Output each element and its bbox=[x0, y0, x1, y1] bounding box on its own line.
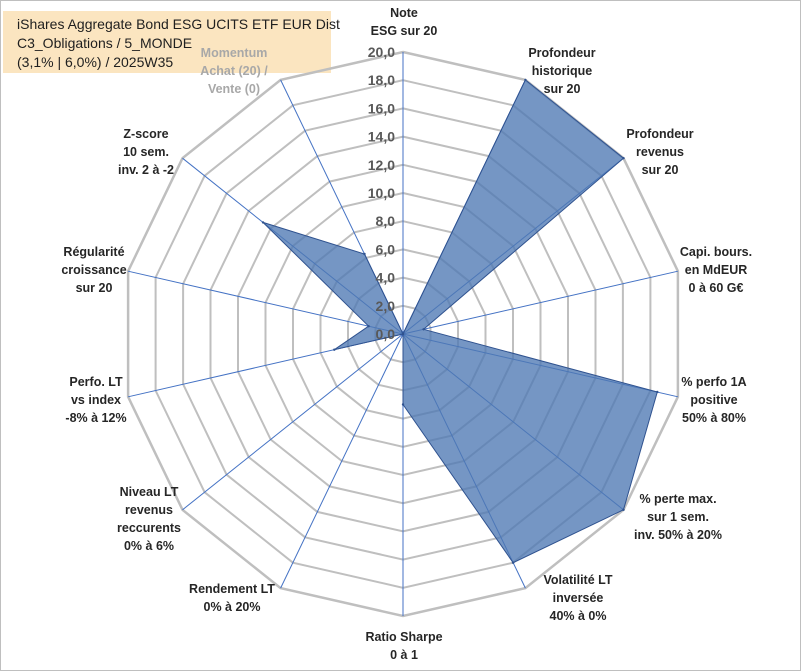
axis-label-10: Perfo. LT vs index -8% à 12% bbox=[65, 375, 126, 425]
axis-label-10-line-0: Perfo. LT bbox=[69, 375, 123, 389]
axis-label-11-line-2: sur 20 bbox=[76, 281, 113, 295]
tick-label-0: 0,0 bbox=[376, 326, 396, 342]
axis-label-6: Volatilité LT inversée 40% à 0% bbox=[544, 573, 613, 623]
tick-label-10: 20,0 bbox=[368, 44, 395, 60]
axis-label-3: Capi. bours. en MdEUR 0 à 60 G€ bbox=[680, 245, 752, 295]
spoke-8 bbox=[280, 333, 404, 589]
data-point-11 bbox=[367, 325, 370, 328]
series-area-0 bbox=[262, 79, 658, 564]
axis-label-13-line-1: Achat (20) / bbox=[200, 64, 268, 78]
title-line-stats: (3,1% | 6,0%) / 2025W35 bbox=[17, 54, 174, 70]
axis-label-1: Profondeur historique sur 20 bbox=[528, 46, 595, 96]
tick-label-3: 6,0 bbox=[376, 241, 396, 257]
axis-label-3-line-0: Capi. bours. bbox=[680, 245, 752, 259]
axis-label-13: Momentum Achat (20) / Vente (0) bbox=[200, 46, 268, 96]
tick-label-6: 12,0 bbox=[368, 157, 395, 173]
axis-label-9: Niveau LT revenus reccurents 0% à 6% bbox=[117, 485, 181, 553]
axis-label-11-line-1: croissance bbox=[61, 263, 126, 277]
axis-label-2-line-0: Profondeur bbox=[626, 127, 693, 141]
spoke-9 bbox=[182, 333, 404, 511]
tick-label-9: 18,0 bbox=[368, 72, 395, 88]
data-point-12 bbox=[261, 221, 265, 224]
axis-label-0: Note ESG sur 20 bbox=[371, 6, 438, 38]
axis-label-1-line-2: sur 20 bbox=[544, 82, 581, 96]
axis-label-5-line-2: inv. 50% à 20% bbox=[634, 528, 722, 542]
axis-label-7-line-0: Ratio Sharpe bbox=[365, 630, 442, 644]
axis-label-1-line-0: Profondeur bbox=[528, 46, 595, 60]
data-point-10 bbox=[333, 348, 336, 351]
axis-label-5: % perte max. sur 1 sem. inv. 50% à 20% bbox=[634, 492, 722, 542]
axis-label-4-line-0: % perfo 1A bbox=[681, 375, 746, 389]
tick-label-7: 14,0 bbox=[368, 129, 395, 145]
axis-label-8-line-0: Rendement LT bbox=[189, 582, 275, 596]
axis-label-7-line-1: 0 à 1 bbox=[390, 648, 418, 662]
axis-label-8: Rendement LT 0% à 20% bbox=[189, 582, 275, 614]
tick-label-2: 4,0 bbox=[376, 270, 396, 286]
spoke-3 bbox=[402, 270, 679, 335]
axis-label-4: % perfo 1A positive 50% à 80% bbox=[681, 375, 746, 425]
axis-label-2-line-2: sur 20 bbox=[642, 163, 679, 177]
tick-label-8: 16,0 bbox=[368, 100, 395, 116]
axis-label-5-line-1: sur 1 sem. bbox=[647, 510, 709, 524]
data-point-4 bbox=[656, 390, 659, 394]
axis-label-0-line-1: ESG sur 20 bbox=[371, 24, 438, 38]
axis-label-10-line-1: vs index bbox=[71, 393, 121, 407]
axis-label-9-line-3: 0% à 6% bbox=[124, 539, 174, 553]
axis-label-12-line-0: Z-score bbox=[123, 127, 168, 141]
axis-label-12: Z-score 10 sem. inv. 2 à -2 bbox=[118, 127, 174, 177]
axis-label-13-line-2: Vente (0) bbox=[208, 82, 260, 96]
data-point-9 bbox=[401, 332, 405, 336]
axis-label-11-line-0: Régularité bbox=[63, 245, 124, 259]
data-point-5 bbox=[622, 508, 625, 511]
spoke-11 bbox=[127, 270, 404, 335]
title-box: iShares Aggregate Bond ESG UCITS ETF EUR… bbox=[3, 11, 340, 73]
axis-label-2: Profondeur revenus sur 20 bbox=[626, 127, 693, 177]
data-point-7 bbox=[401, 403, 405, 406]
tick-label-4: 8,0 bbox=[376, 213, 396, 229]
axis-label-2-line-1: revenus bbox=[636, 145, 684, 159]
axis-label-6-line-1: inversée bbox=[553, 591, 604, 605]
axis-label-9-line-1: revenus bbox=[125, 503, 173, 517]
axis-label-12-line-2: inv. 2 à -2 bbox=[118, 163, 174, 177]
axis-label-6-line-2: 40% à 0% bbox=[550, 609, 607, 623]
axis-label-3-line-1: en MdEUR bbox=[685, 263, 748, 277]
data-point-3 bbox=[422, 328, 425, 331]
radar-tick-labels: 0,0 2,0 4,0 6,0 8,0 10,0 12,0 14,0 16,0 18,0 20,0 bbox=[368, 44, 395, 342]
axis-label-4-line-2: 50% à 80% bbox=[682, 411, 746, 425]
axis-label-1-line-1: historique bbox=[532, 64, 592, 78]
axis-label-11: Régularité croissance sur 20 bbox=[61, 245, 126, 295]
tick-label-1: 2,0 bbox=[376, 298, 396, 314]
data-point-1 bbox=[524, 78, 527, 82]
title-line-fund: iShares Aggregate Bond ESG UCITS ETF EUR… bbox=[17, 16, 340, 32]
axis-label-3-line-2: 0 à 60 G€ bbox=[689, 281, 744, 295]
axis-label-8-line-1: 0% à 20% bbox=[204, 600, 261, 614]
axis-label-12-line-1: 10 sem. bbox=[123, 145, 169, 159]
axis-label-7: Ratio Sharpe 0 à 1 bbox=[365, 630, 442, 662]
tick-label-5: 10,0 bbox=[368, 185, 395, 201]
radar-series bbox=[261, 78, 659, 564]
axis-label-6-line-0: Volatilité LT bbox=[544, 573, 613, 587]
title-line-category: C3_Obligations / 5_MONDE bbox=[17, 35, 193, 51]
radar-axis-labels: Note ESG sur 20 Profondeur historique sur 20… bbox=[61, 6, 752, 662]
data-point-13 bbox=[363, 252, 366, 256]
axis-label-0-line-0: Note bbox=[390, 6, 418, 20]
axis-label-5-line-0: % perte max. bbox=[639, 492, 716, 506]
axis-label-10-line-2: -8% à 12% bbox=[65, 411, 126, 425]
axis-label-4-line-1: positive bbox=[690, 393, 737, 407]
axis-label-9-line-2: reccurents bbox=[117, 521, 181, 535]
axis-label-13-line-0: Momentum bbox=[201, 46, 268, 60]
data-point-6 bbox=[511, 561, 515, 564]
data-point-2 bbox=[622, 157, 625, 160]
axis-label-9-line-0: Niveau LT bbox=[120, 485, 179, 499]
